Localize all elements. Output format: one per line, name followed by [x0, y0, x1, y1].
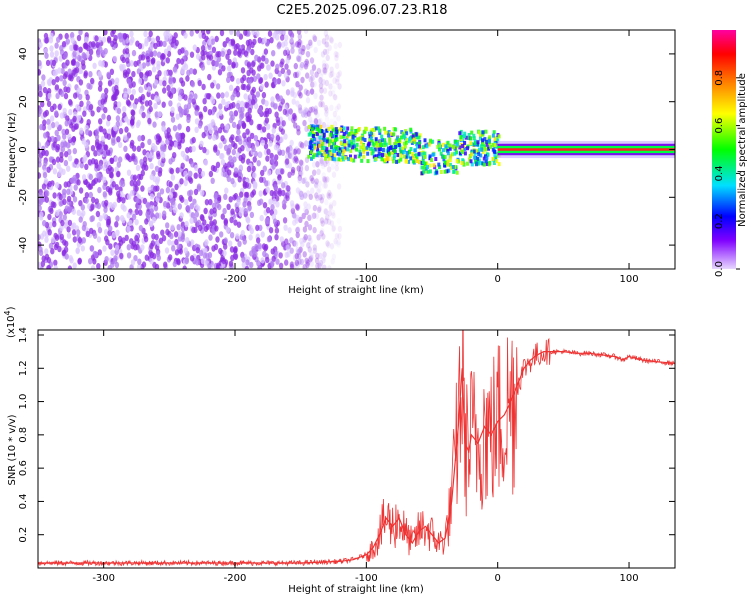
snr-y-tick-label: 1.2 [18, 360, 29, 376]
snr-y-label: SNR (10 * v/v) [7, 414, 18, 485]
spectrogram-x-tick-label: -100 [355, 274, 378, 285]
snr-x-tick-label: -200 [224, 573, 247, 584]
snr-x-tick-label: 0 [495, 573, 501, 584]
colorbar-tick-label: 0.4 [714, 165, 725, 181]
snr-frame [37, 329, 676, 569]
spectrogram-y-tick-label: -40 [18, 237, 29, 253]
snr-x-tick-label: -100 [355, 573, 378, 584]
colorbar-tick-label: 0.8 [714, 70, 725, 86]
svg-text:(x104): (x104) [3, 306, 17, 338]
snr-y-tick-label: 1.0 [18, 394, 29, 410]
spectrogram-y-tick-label: -20 [18, 189, 29, 205]
snr-multiplier: (x104) [3, 306, 17, 338]
snr-x-label: Height of straight line (km) [288, 584, 424, 595]
colorbar-tick-label: 0.2 [714, 213, 725, 229]
spectrogram-y-tick-label: 40 [18, 48, 29, 61]
spectrogram-x-tick-label: -300 [92, 274, 115, 285]
snr-x-tick-label: -300 [92, 573, 115, 584]
spectrogram-y-label: Frequency (Hz) [7, 112, 18, 188]
snr-y-tick-label: 1.4 [18, 327, 29, 343]
snr-panel: -300 -200 -100 0 100 0.2 0.4 0.6 0.8 1.0 1.2 1.4 He… [3, 306, 676, 595]
spectrogram-x-tick-label: -200 [224, 274, 247, 285]
spectrogram-y-tick-label: 20 [18, 95, 29, 108]
snr-y-tick-label: 0.2 [18, 527, 29, 543]
snr-y-tick-label: 0.4 [18, 493, 29, 509]
spectrogram-x-tick-label: 100 [619, 274, 638, 285]
snr-y-tick-label: 0.8 [18, 427, 29, 443]
colorbar-tick-label: 0.0 [714, 261, 725, 277]
snr-series-line [38, 351, 675, 564]
spectrogram-y-tick-label: 0 [18, 146, 29, 152]
spectrogram-x-label: Height of straight line (km) [288, 285, 424, 296]
colorbar-label: Normalized spectral amplitude [737, 73, 748, 227]
spectrogram-heatmap [38, 30, 675, 269]
snr-y-tick-label: 0.6 [18, 460, 29, 476]
chart-title: C2E5.2025.096.07.23.R18 [276, 3, 447, 18]
colorbar-tick-label: 0.6 [714, 118, 725, 134]
spectrogram-x-tick-label: 0 [495, 274, 501, 285]
colorbar [712, 30, 736, 269]
snr-x-tick-label: 100 [619, 573, 638, 584]
